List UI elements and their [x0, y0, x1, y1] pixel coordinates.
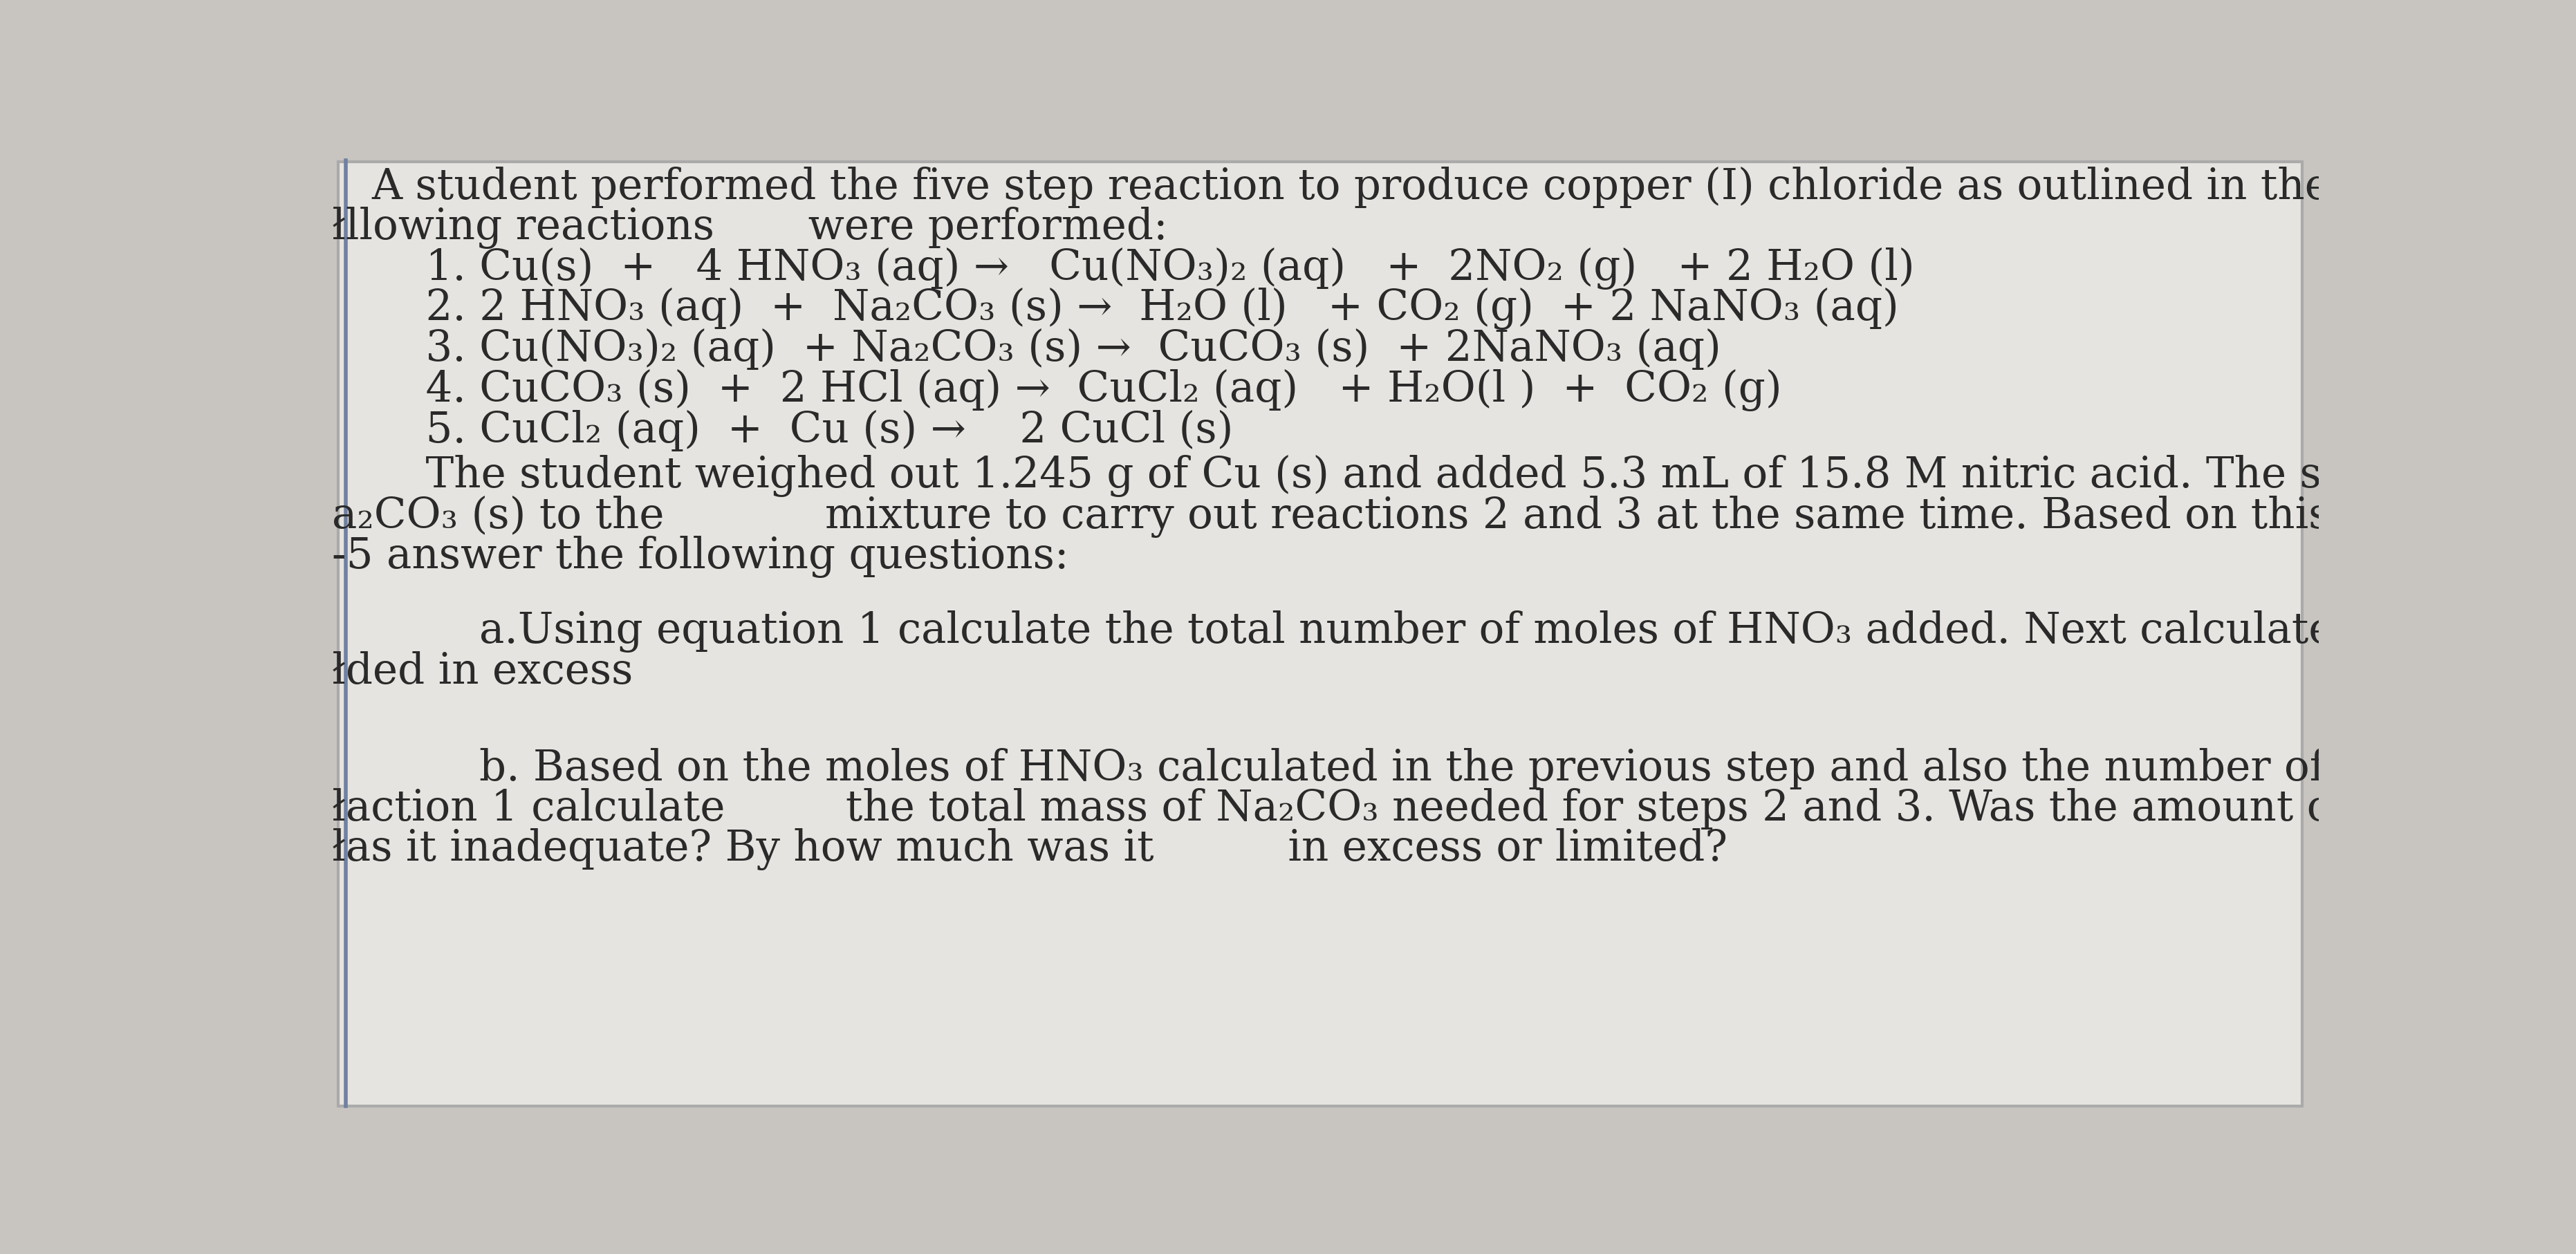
Text: 1. Cu(s)  +   4 HNO₃ (aq) →   Cu(NO₃)₂ (aq)   +  2NO₂ (g)   + 2 H₂O (l): 1. Cu(s) + 4 HNO₃ (aq) → Cu(NO₃)₂ (aq) +…	[371, 247, 1914, 290]
Text: 5. CuCl₂ (aq)  +  Cu (s) →    2 CuCl (s): 5. CuCl₂ (aq) + Cu (s) → 2 CuCl (s)	[371, 410, 1234, 451]
Text: 2. 2 HNO₃ (aq)  +  Na₂CO₃ (s) →  H₂O (l)   + CO₂ (g)  + 2 NaNO₃ (aq): 2. 2 HNO₃ (aq) + Na₂CO₃ (s) → H₂O (l) + …	[371, 287, 1899, 330]
FancyBboxPatch shape	[337, 162, 2303, 1106]
Text: 4. CuCO₃ (s)  +  2 HCl (aq) →  CuCl₂ (aq)   + H₂O(l )  +  CO₂ (g): 4. CuCO₃ (s) + 2 HCl (aq) → CuCl₂ (aq) +…	[371, 369, 1783, 411]
Text: łded in excess: łded in excess	[332, 651, 634, 692]
Text: a.Using equation 1 calculate the total number of moles of HNO₃ added. Next calcu: a.Using equation 1 calculate the total n…	[371, 611, 2576, 652]
Text: łaction 1 calculate         the total mass of Na₂CO₃ needed for steps 2 and 3. W: łaction 1 calculate the total mass of Na…	[332, 789, 2576, 830]
Text: a₂CO₃ (s) to the            mixture to carry out reactions 2 and 3 at the same t: a₂CO₃ (s) to the mixture to carry out re…	[332, 495, 2576, 538]
Text: 3. Cu(NO₃)₂ (aq)  + Na₂CO₃ (s) →  CuCO₃ (s)  + 2NaNO₃ (aq): 3. Cu(NO₃)₂ (aq) + Na₂CO₃ (s) → CuCO₃ (s…	[371, 329, 1721, 370]
Text: b. Based on the moles of HNO₃ calculated in the previous step and also the numbe: b. Based on the moles of HNO₃ calculated…	[371, 747, 2576, 789]
Text: A student performed the five step reaction to produce copper (I) chloride as out: A student performed the five step reacti…	[371, 167, 2576, 208]
Text: -5 answer the following questions:: -5 answer the following questions:	[332, 535, 1069, 578]
Text: łllowing reactions       were performed:: łllowing reactions were performed:	[332, 207, 1167, 248]
Text: The student weighed out 1.245 g of Cu (s) and added 5.3 mL of 15.8 M nitric acid: The student weighed out 1.245 g of Cu (s…	[371, 455, 2576, 497]
Text: łas it inadequate? By how much was it          in excess or limited?: łas it inadequate? By how much was it in…	[332, 829, 1728, 870]
